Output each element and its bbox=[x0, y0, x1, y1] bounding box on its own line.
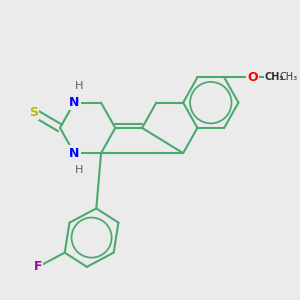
Text: H: H bbox=[75, 81, 83, 91]
Text: S: S bbox=[29, 106, 38, 118]
Text: O: O bbox=[247, 71, 258, 84]
Text: N: N bbox=[69, 147, 80, 160]
Text: N: N bbox=[69, 96, 80, 109]
Text: O: O bbox=[247, 71, 258, 84]
Text: F: F bbox=[34, 260, 42, 273]
Text: F: F bbox=[34, 260, 42, 273]
Text: CH₃: CH₃ bbox=[265, 72, 284, 82]
Text: CH₃: CH₃ bbox=[280, 72, 298, 82]
Text: H: H bbox=[75, 165, 83, 175]
